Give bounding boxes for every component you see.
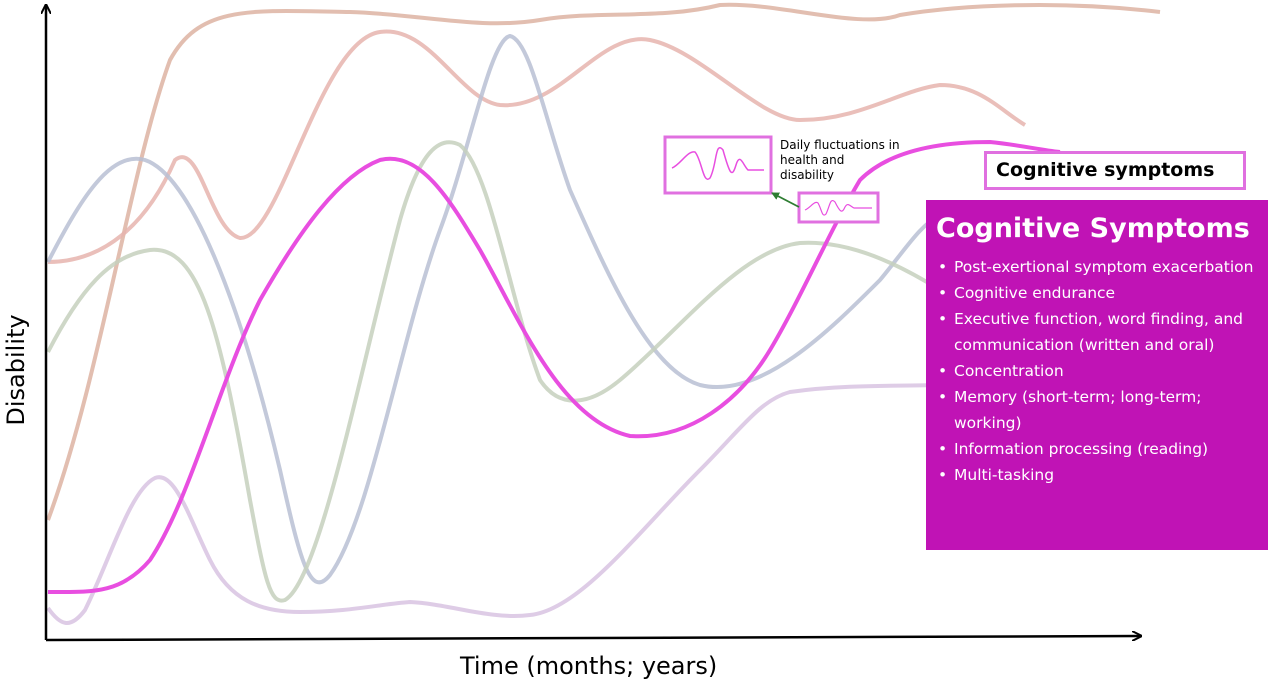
bullet-icon: • — [938, 310, 948, 328]
bullet-icon: • — [938, 440, 948, 458]
symptom-item: • Multi-tasking — [936, 462, 1258, 488]
trajectory-green — [46, 140, 942, 603]
bullet-icon: • — [938, 284, 948, 302]
symptom-item: • Executive function, word finding, and c… — [936, 306, 1258, 358]
symptom-item: • Information processing (reading) — [936, 436, 1258, 462]
cognitive-symptoms-label: Cognitive symptoms — [984, 151, 1246, 190]
bullet-icon: • — [938, 362, 948, 380]
fluctuation-callout-text: Daily fluctuations in health and disabil… — [780, 138, 900, 182]
trajectory-lavender — [46, 383, 941, 625]
inset-large — [663, 135, 773, 195]
symptom-item: • Post-exertional symptom exacerbation — [936, 254, 1258, 280]
trajectory-blue — [46, 33, 941, 585]
bullet-icon: • — [938, 388, 948, 406]
bullet-icon: • — [938, 466, 948, 484]
trajectory-salmon — [47, 29, 1027, 264]
x-axis-label: Time (months; years) — [460, 652, 718, 680]
x-axis — [45, 636, 1140, 642]
trajectory-cognitive — [47, 139, 1061, 595]
symptom-item: • Concentration — [936, 358, 1258, 384]
panel-title: Cognitive Symptoms — [936, 213, 1250, 244]
symptom-item: • Cognitive endurance — [936, 280, 1258, 306]
bullet-icon: • — [938, 258, 948, 276]
symptom-list: • Post-exertional symptom exacerbation • C… — [936, 254, 1258, 488]
symptom-item: • Memory (short-term; long-term; working) — [936, 384, 1258, 436]
cognitive-symptoms-panel: Cognitive Symptoms • Post-exertional symp… — [926, 200, 1268, 550]
callout-arrow — [771, 192, 800, 208]
inset-small — [797, 191, 880, 224]
y-axis-label: Disability — [2, 314, 30, 426]
trajectory-tan — [46, 2, 1161, 521]
